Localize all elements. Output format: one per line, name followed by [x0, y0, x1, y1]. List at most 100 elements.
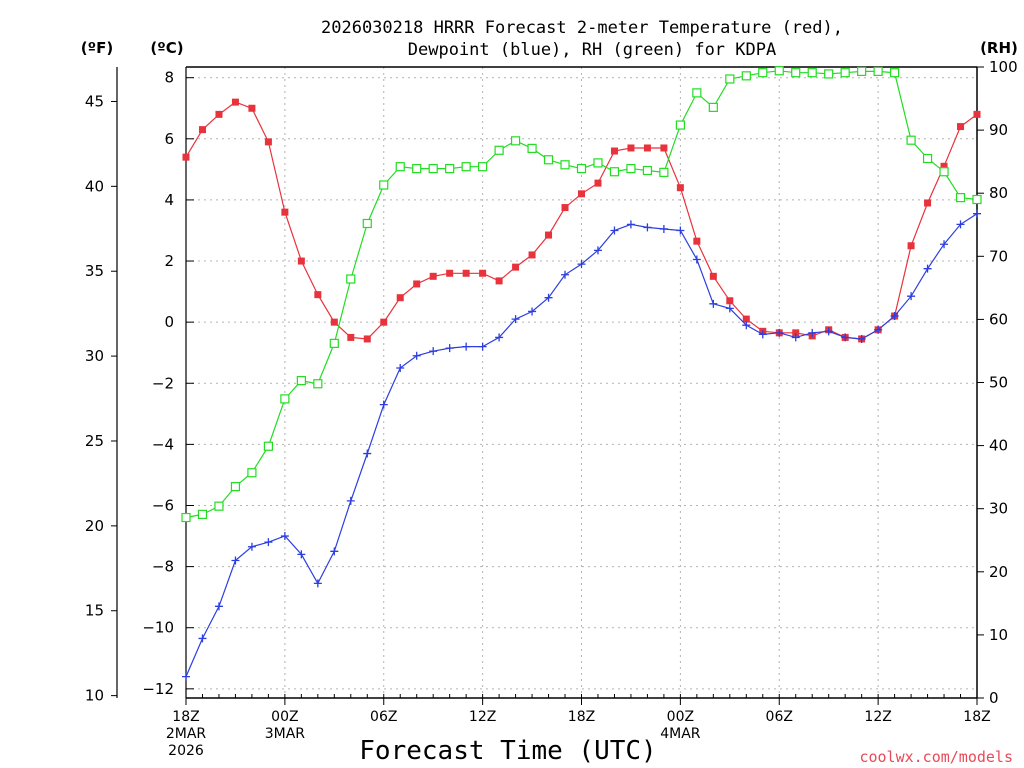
rh-tick-label: 80 [989, 184, 1008, 202]
temperature-point [578, 190, 585, 198]
temperature-point [742, 315, 750, 323]
rh-point [626, 163, 636, 174]
rh-point [593, 158, 603, 168]
temperature-point [248, 104, 256, 112]
rh-point [955, 193, 966, 203]
temperature-point [528, 251, 536, 259]
rh-point [576, 163, 587, 174]
rh-point [296, 376, 306, 386]
celsius-tick-label: −10 [142, 619, 174, 637]
rh-line [185, 70, 978, 519]
source-credit: coolwx.com/models [859, 748, 1013, 766]
time-tick-label: 4MAR [660, 726, 701, 742]
rh-point [197, 509, 208, 519]
rh-point [642, 165, 653, 176]
time-tick-label: 18Z [963, 709, 990, 725]
rh-point [972, 194, 982, 205]
celsius-tick-label: 2 [164, 252, 174, 270]
dewpoint-point [561, 270, 570, 279]
chart-title-line-2: Dewpoint (blue), RH (green) for KDPA [408, 40, 776, 60]
rh-point [890, 68, 900, 78]
dewpoint-series [182, 209, 981, 681]
rh-point [725, 74, 735, 84]
dewpoint-point [445, 344, 454, 353]
temperature-point [347, 333, 355, 341]
dewpoint-point [346, 496, 355, 505]
rh-point [214, 501, 224, 511]
rh-tick-label: 70 [989, 247, 1008, 265]
temperature-point [594, 179, 602, 187]
temperature-point [297, 257, 305, 265]
temperature-point [693, 237, 701, 245]
rh-point [560, 160, 570, 170]
rh-point [922, 153, 933, 164]
rh-tick-label: 100 [989, 58, 1018, 76]
temperature-point [709, 272, 717, 280]
fahrenheit-tick-label: 35 [85, 262, 104, 280]
dewpoint-point [544, 293, 553, 302]
dewpoint-point [676, 226, 685, 235]
rh-tick-label: 90 [989, 121, 1008, 139]
data-series [181, 66, 982, 681]
temperature-point [446, 269, 454, 277]
time-tick-label: 00Z [667, 709, 694, 725]
temperature-point [907, 242, 915, 250]
fahrenheit-tick-label: 20 [85, 517, 104, 535]
dewpoint-point [330, 547, 339, 556]
dewpoint-point [907, 292, 916, 301]
temperature-point [676, 184, 684, 192]
rh-point [543, 155, 554, 165]
temperature-point [363, 335, 371, 343]
dewpoint-point [973, 209, 981, 218]
dewpoint-point [643, 223, 652, 232]
dewpoint-point [923, 264, 932, 273]
rh-point [362, 218, 372, 229]
rh-point [247, 468, 257, 478]
dewpoint-point [363, 449, 372, 458]
temperature-point [330, 318, 338, 326]
rh-point [708, 102, 718, 112]
dewpoint-point [247, 542, 256, 551]
celsius-tick-label: −2 [152, 374, 174, 392]
temperature-point [973, 110, 981, 118]
temperature-point [660, 144, 668, 152]
rh-point [873, 66, 883, 77]
fahrenheit-units-label: (ºF) [81, 39, 113, 57]
fahrenheit-tick-label: 30 [85, 347, 104, 365]
rh-tick-label: 10 [989, 626, 1008, 644]
rh-series [181, 66, 982, 523]
celsius-tick-label: −12 [142, 680, 174, 698]
dewpoint-point [626, 220, 635, 229]
rh-point [445, 163, 455, 174]
rh-point [824, 69, 834, 79]
temperature-point [479, 269, 487, 277]
time-tick-label: 3MAR [265, 726, 306, 742]
temperature-point [495, 277, 503, 285]
rh-point [609, 167, 620, 177]
celsius-tick-label: −6 [152, 496, 174, 514]
rh-point [346, 274, 356, 284]
time-tick-label: 2026 [168, 743, 204, 759]
rh-tick-label: 0 [989, 689, 999, 707]
rh-point [675, 120, 685, 130]
fahrenheit-tick-label: 25 [85, 432, 104, 450]
time-tick-label: 18Z [568, 709, 595, 725]
rh-point [659, 167, 669, 177]
dewpoint-point [841, 333, 850, 342]
celsius-tick-label: 6 [164, 130, 174, 148]
dewpoint-point [214, 602, 223, 611]
dewpoint-point [940, 240, 949, 249]
rh-point [840, 68, 850, 78]
dewpoint-point [857, 334, 866, 343]
dewpoint-point [874, 325, 883, 334]
time-tick-label: 18Z [172, 709, 199, 725]
time-tick-label: 12Z [469, 709, 496, 725]
temperature-series [182, 98, 981, 343]
temperature-point [610, 147, 618, 155]
rh-point [527, 143, 537, 153]
celsius-tick-label: 0 [164, 313, 174, 331]
temperature-point [957, 123, 965, 131]
temperature-point [462, 269, 470, 277]
fahrenheit-tick-label: 15 [85, 602, 104, 620]
